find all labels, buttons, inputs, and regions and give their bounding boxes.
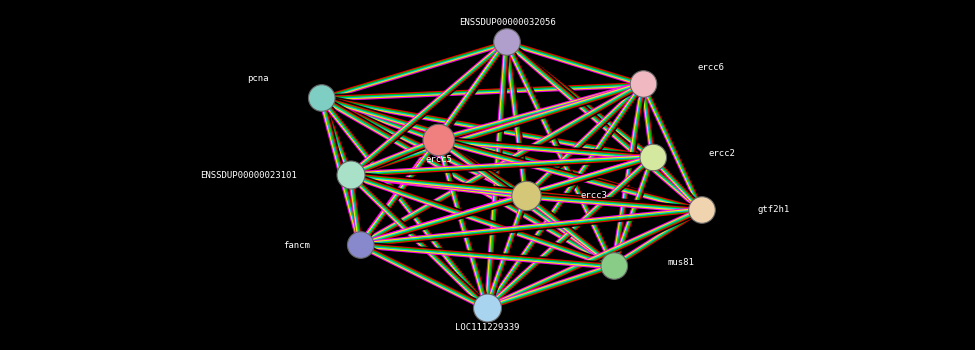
Text: ENSSDUP00000023101: ENSSDUP00000023101	[201, 170, 297, 180]
Text: LOC111229339: LOC111229339	[455, 323, 520, 332]
Circle shape	[601, 253, 628, 279]
Circle shape	[630, 71, 657, 97]
Circle shape	[308, 85, 335, 111]
Circle shape	[337, 161, 365, 189]
Circle shape	[493, 29, 521, 55]
Text: ercc3: ercc3	[580, 191, 607, 201]
Text: fancm: fancm	[283, 240, 310, 250]
Circle shape	[474, 294, 501, 322]
Circle shape	[640, 144, 667, 171]
Circle shape	[512, 181, 541, 211]
Text: ercc2: ercc2	[709, 149, 736, 159]
Text: gtf2h1: gtf2h1	[758, 205, 790, 215]
Circle shape	[347, 232, 374, 258]
Circle shape	[423, 124, 454, 156]
Text: pcna: pcna	[247, 74, 268, 83]
Text: ENSSDUP00000032056: ENSSDUP00000032056	[458, 18, 556, 27]
Text: mus81: mus81	[668, 258, 695, 267]
Text: ercc6: ercc6	[697, 63, 724, 72]
Text: ercc5: ercc5	[425, 155, 452, 164]
Circle shape	[688, 197, 716, 223]
